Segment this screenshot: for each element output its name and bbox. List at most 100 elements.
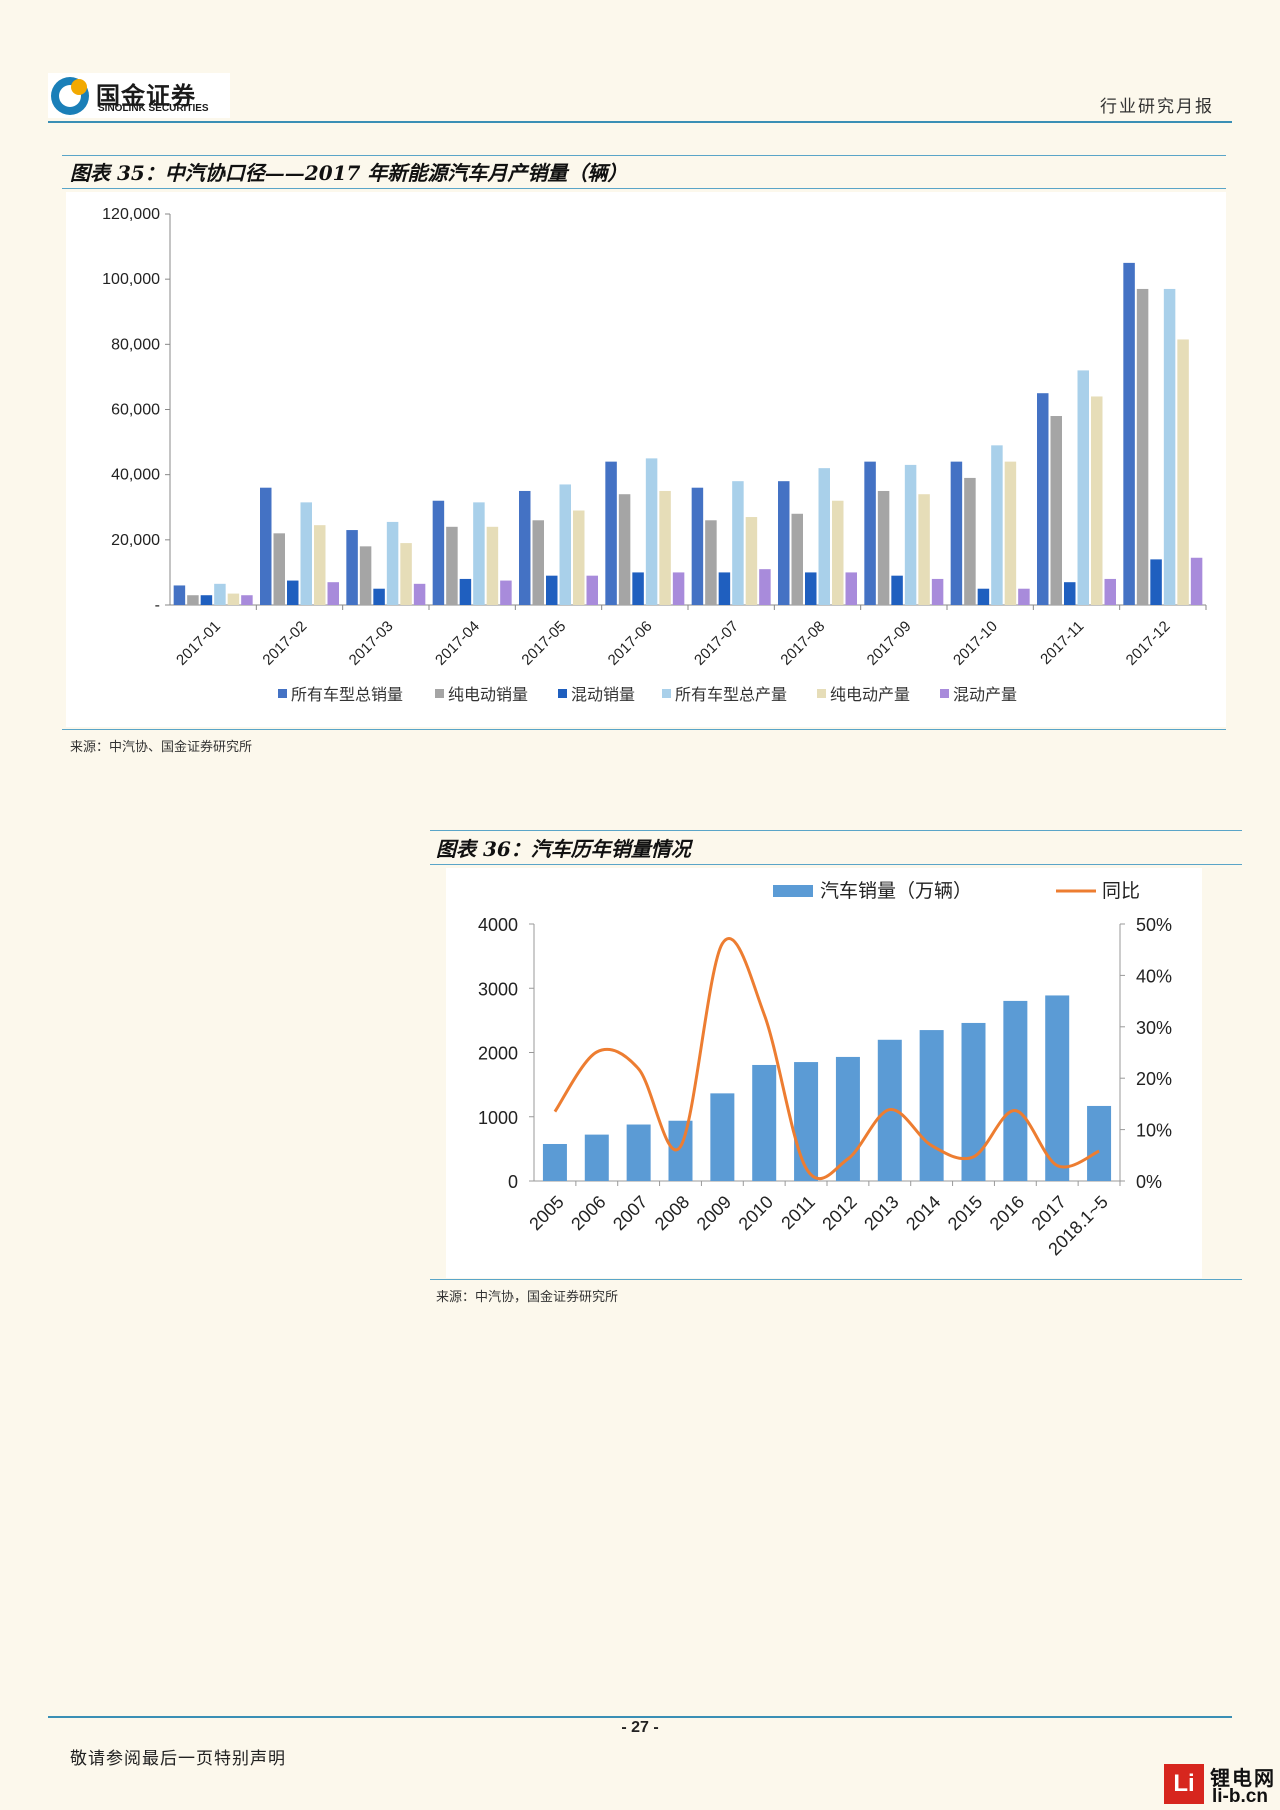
x-tick-label: 2017-03 (346, 618, 397, 669)
bar (691, 487, 704, 605)
bar (710, 1093, 735, 1181)
report-type: 行业研究月报 (1100, 97, 1214, 117)
bar (1136, 288, 1149, 605)
fig35-chart-area: - 20,000 40,000 60,000 80,000 100,000 120,000 2… (66, 192, 1226, 727)
legend-label-bar: 汽车销量（万辆） (820, 880, 972, 902)
bar (964, 477, 976, 605)
legend-swatch (940, 689, 949, 698)
company-name-en: SINOLINK SECURITIES (98, 103, 209, 114)
bar (805, 572, 817, 605)
fig35-source: 来源：中汽协、国金证券研究所 (70, 740, 253, 755)
bar (346, 530, 358, 605)
bar (1091, 396, 1103, 605)
fig35-title-rule (62, 188, 1226, 189)
legend-swatch (662, 689, 671, 698)
bar (832, 500, 844, 605)
x-tick-label: 2009 (693, 1192, 735, 1234)
legend-swatch (435, 689, 444, 698)
y-tick-label: - (155, 597, 160, 614)
x-tick-label: 2017-10 (950, 618, 1001, 669)
bar (919, 1030, 944, 1181)
x-tick-label: 2007 (609, 1192, 651, 1234)
bar (961, 1022, 986, 1181)
watermark-cn: 锂电网 (1210, 1766, 1276, 1790)
x-tick-label: 2017-12 (1123, 618, 1174, 669)
bar (546, 575, 558, 605)
y-tick-label: 60,000 (111, 402, 160, 419)
fig36-bottom-rule (430, 1279, 1242, 1280)
company-name-cn: 国金证券 (96, 82, 196, 110)
bar (1003, 1000, 1028, 1181)
y2-tick-label: 20% (1136, 1069, 1172, 1089)
x-tick-label: 2010 (735, 1192, 777, 1234)
bar (400, 543, 412, 605)
fig35-top-rule (62, 155, 1226, 156)
x-tick-label: 2017-05 (518, 618, 569, 669)
legend-label: 所有车型总销量 (291, 686, 403, 704)
series-line-yoy (553, 937, 1100, 1181)
y2-tick-label: 10% (1136, 1121, 1172, 1141)
legend-label: 所有车型总产量 (675, 686, 787, 704)
bar (573, 510, 585, 605)
bar (1045, 995, 1070, 1181)
legend-label: 混动销量 (571, 686, 635, 704)
bar (373, 588, 385, 605)
bar (1123, 262, 1135, 605)
legend-swatch (278, 689, 287, 698)
fig36-title: 图表 36：汽车历年销量情况 (436, 837, 691, 861)
fig36-source: 来源：中汽协，国金证券研究所 (436, 1290, 619, 1305)
bar (200, 595, 213, 605)
bar (446, 526, 458, 605)
bar (752, 1064, 777, 1181)
bar (1050, 416, 1062, 605)
bar (300, 502, 312, 605)
company-logo (48, 73, 230, 118)
watermark: Li 锂电网 li-b.cn (1164, 1760, 1280, 1810)
x-tick-label: 2008 (651, 1192, 693, 1234)
y2-tick-label: 50% (1136, 915, 1172, 935)
bar (214, 583, 226, 605)
bar (632, 572, 644, 605)
y-tick-label: 40,000 (111, 467, 160, 484)
bar (473, 502, 485, 605)
x-tick-label: 2014 (902, 1192, 944, 1234)
x-tick-label: 2016 (986, 1192, 1028, 1234)
bar (1087, 1105, 1112, 1181)
bar (891, 575, 903, 605)
x-tick-label: 2006 (567, 1192, 609, 1234)
y2-tick-label: 0% (1136, 1172, 1162, 1192)
logo-mark-icon (51, 77, 89, 115)
x-tick-label: 2017-01 (173, 618, 224, 669)
y-tick-label: 2000 (478, 1044, 518, 1064)
bar (314, 525, 326, 605)
bar (877, 490, 890, 605)
footer-divider (48, 1716, 1232, 1718)
bar (626, 1124, 651, 1181)
bar (359, 546, 372, 605)
bar (778, 481, 790, 605)
bar (904, 464, 917, 605)
bar (287, 580, 299, 605)
bar (532, 520, 544, 605)
fig36-top-rule (430, 830, 1242, 831)
bar (1163, 288, 1176, 605)
legend-label: 纯电动产量 (830, 686, 910, 704)
bar (241, 595, 253, 605)
watermark-logo-icon: Li (1164, 1764, 1204, 1804)
x-tick-label: 2017-11 (1037, 618, 1087, 668)
header-divider (48, 121, 1232, 123)
bar (486, 526, 499, 605)
x-tick-label: 2012 (818, 1192, 860, 1234)
bar (845, 572, 857, 605)
x-tick-label: 2017-04 (432, 618, 483, 669)
watermark-en: li-b.cn (1212, 1786, 1268, 1807)
x-tick-label: 2013 (860, 1192, 902, 1234)
bar (500, 580, 512, 605)
bar (1064, 582, 1076, 605)
bar (918, 494, 930, 605)
x-tick-label: 2017-06 (605, 618, 656, 669)
bar (1104, 578, 1116, 605)
legend-label: 纯电动销量 (448, 686, 528, 704)
bar (584, 1134, 609, 1181)
fig35-chart: - 20,000 40,000 60,000 80,000 100,000 120,000 2… (102, 206, 1207, 704)
